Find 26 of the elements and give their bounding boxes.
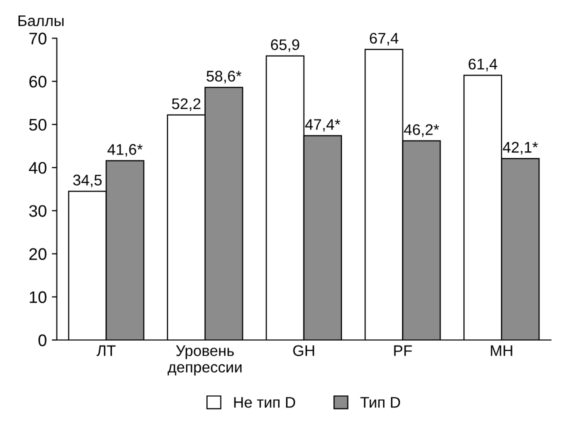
data-label: 41,6* [108, 144, 143, 157]
y-tick-label: 20 [29, 248, 46, 260]
data-label: 58,6* [206, 70, 242, 84]
data-label: 52,2 [172, 98, 200, 111]
x-tick-label: GH [293, 345, 314, 356]
x-tick-label: ЛТ [96, 345, 116, 356]
y-tick-label: 40 [28, 162, 46, 174]
x-tick-label: MH [490, 345, 512, 356]
y-tick-label: 30 [29, 205, 46, 217]
x-tick-label: PF [394, 345, 412, 356]
data-label: 65,9 [271, 39, 300, 52]
data-label: 61,4 [468, 58, 498, 72]
y-tick-label: 60 [29, 76, 46, 88]
x-tick-label: Уровень депрессии [168, 345, 242, 376]
y-tick-label: 10 [30, 291, 46, 304]
data-label: 42,1* [502, 142, 538, 155]
data-label: 67,4 [370, 32, 398, 46]
y-tick-label: 0 [38, 334, 46, 346]
y-tick-label: 70 [29, 32, 46, 44]
y-tick-label: 50 [29, 118, 46, 131]
data-label: 46,2* [404, 124, 440, 137]
legend-label: Не тип D [234, 397, 296, 408]
data-label: 34,5 [73, 174, 102, 188]
y-axis-title: Баллы [18, 16, 64, 26]
legend-label: Тип D [360, 397, 400, 408]
data-label: 47,4* [305, 119, 340, 132]
